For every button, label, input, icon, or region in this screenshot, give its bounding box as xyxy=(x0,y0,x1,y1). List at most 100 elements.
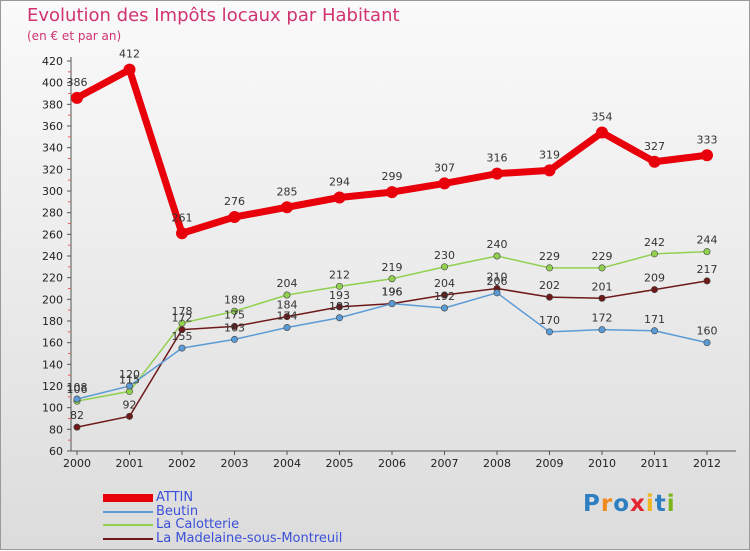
data-label: 189 xyxy=(224,293,245,306)
chart-subtitle: (en € et par an) xyxy=(27,29,122,43)
data-label: 354 xyxy=(592,111,613,124)
data-label: 115 xyxy=(119,373,140,386)
data-point xyxy=(703,339,711,347)
data-point xyxy=(283,291,291,299)
logo-letter: x xyxy=(630,491,646,517)
data-point xyxy=(648,155,661,168)
data-label: 204 xyxy=(277,277,298,290)
data-point xyxy=(493,252,501,260)
y-tick-label: 340 xyxy=(42,142,63,155)
legend-swatch xyxy=(103,537,153,540)
data-point xyxy=(440,291,448,299)
x-tick-label: 2004 xyxy=(273,457,301,470)
x-tick-label: 2003 xyxy=(221,457,249,470)
data-point xyxy=(335,303,343,311)
data-label: 412 xyxy=(119,48,140,61)
data-point xyxy=(386,186,398,199)
data-label: 160 xyxy=(697,325,718,338)
data-label: 163 xyxy=(224,321,245,334)
legend-label: Beutin xyxy=(156,503,199,519)
data-point xyxy=(650,327,658,335)
data-label: 108 xyxy=(67,381,88,394)
x-tick-label: 2012 xyxy=(693,457,721,470)
data-label: 242 xyxy=(644,236,665,249)
data-point xyxy=(333,191,346,204)
data-point xyxy=(596,126,608,139)
data-label: 217 xyxy=(697,263,718,276)
data-label: 92 xyxy=(123,398,137,411)
proxiti-logo: Proxiti xyxy=(583,491,676,517)
legend-label: ATTIN xyxy=(156,490,194,505)
data-point xyxy=(598,264,606,272)
data-point xyxy=(388,300,396,308)
logo-letter: i xyxy=(666,491,676,517)
y-tick-label: 400 xyxy=(42,77,63,90)
legend-swatch xyxy=(103,524,153,526)
data-point xyxy=(231,335,239,343)
data-point xyxy=(545,328,553,336)
data-label: 229 xyxy=(592,250,613,263)
data-point xyxy=(281,201,293,214)
data-point xyxy=(231,322,239,330)
data-point xyxy=(440,263,448,271)
data-label: 172 xyxy=(172,312,193,325)
data-point xyxy=(388,275,396,283)
logo-letter: o xyxy=(613,491,631,517)
data-label: 183 xyxy=(329,300,350,313)
data-label: 106 xyxy=(67,383,88,396)
data-label: 209 xyxy=(644,272,665,285)
data-label: 206 xyxy=(487,275,508,288)
x-tick-label: 2000 xyxy=(63,457,91,470)
data-point xyxy=(73,423,81,431)
legend-label: La Madelaine-sous-Montreuil xyxy=(156,530,343,546)
data-point xyxy=(283,313,291,321)
data-point xyxy=(545,264,553,272)
data-label: 285 xyxy=(277,185,298,198)
x-tick-label: 2001 xyxy=(116,457,144,470)
data-label: 307 xyxy=(434,161,455,174)
data-label: 201 xyxy=(592,280,613,293)
data-label: 193 xyxy=(329,289,350,302)
y-tick-label: 380 xyxy=(42,98,63,111)
data-point xyxy=(701,149,713,162)
data-point xyxy=(703,277,711,285)
data-label: 196 xyxy=(382,286,403,299)
series-line-la-calotterie xyxy=(76,250,708,402)
data-label: 230 xyxy=(434,249,455,262)
data-label: 333 xyxy=(697,133,718,146)
data-label: 261 xyxy=(172,211,193,224)
data-point xyxy=(231,307,239,315)
data-label: 202 xyxy=(539,279,560,292)
legend-swatch xyxy=(103,510,153,513)
x-tick-label: 2010 xyxy=(588,457,616,470)
data-label: 327 xyxy=(644,140,665,153)
y-tick-label: 420 xyxy=(42,55,63,68)
data-label: 244 xyxy=(697,234,718,247)
data-label: 184 xyxy=(277,299,298,312)
y-tick-label: 240 xyxy=(42,250,63,263)
y-tick-label: 140 xyxy=(42,358,63,371)
logo-letter: P xyxy=(583,491,601,517)
y-tick-label: 120 xyxy=(42,380,63,393)
data-label: 155 xyxy=(172,330,193,343)
data-label: 120 xyxy=(119,368,140,381)
x-tick-label: 2008 xyxy=(483,457,511,470)
data-label: 316 xyxy=(487,152,508,165)
data-label: 219 xyxy=(382,261,403,274)
data-label: 175 xyxy=(224,308,245,321)
data-point xyxy=(598,326,606,334)
data-point xyxy=(491,167,503,180)
y-tick-label: 280 xyxy=(42,207,63,220)
y-tick-label: 300 xyxy=(42,185,63,198)
y-tick-label: 200 xyxy=(42,293,63,306)
y-tick-label: 60 xyxy=(49,445,63,458)
logo-letter: t xyxy=(654,491,667,517)
data-label: 170 xyxy=(539,314,560,327)
data-point xyxy=(283,323,291,331)
data-point xyxy=(493,289,501,297)
data-point xyxy=(438,177,451,190)
data-label: 276 xyxy=(224,195,245,208)
data-point xyxy=(176,227,188,240)
